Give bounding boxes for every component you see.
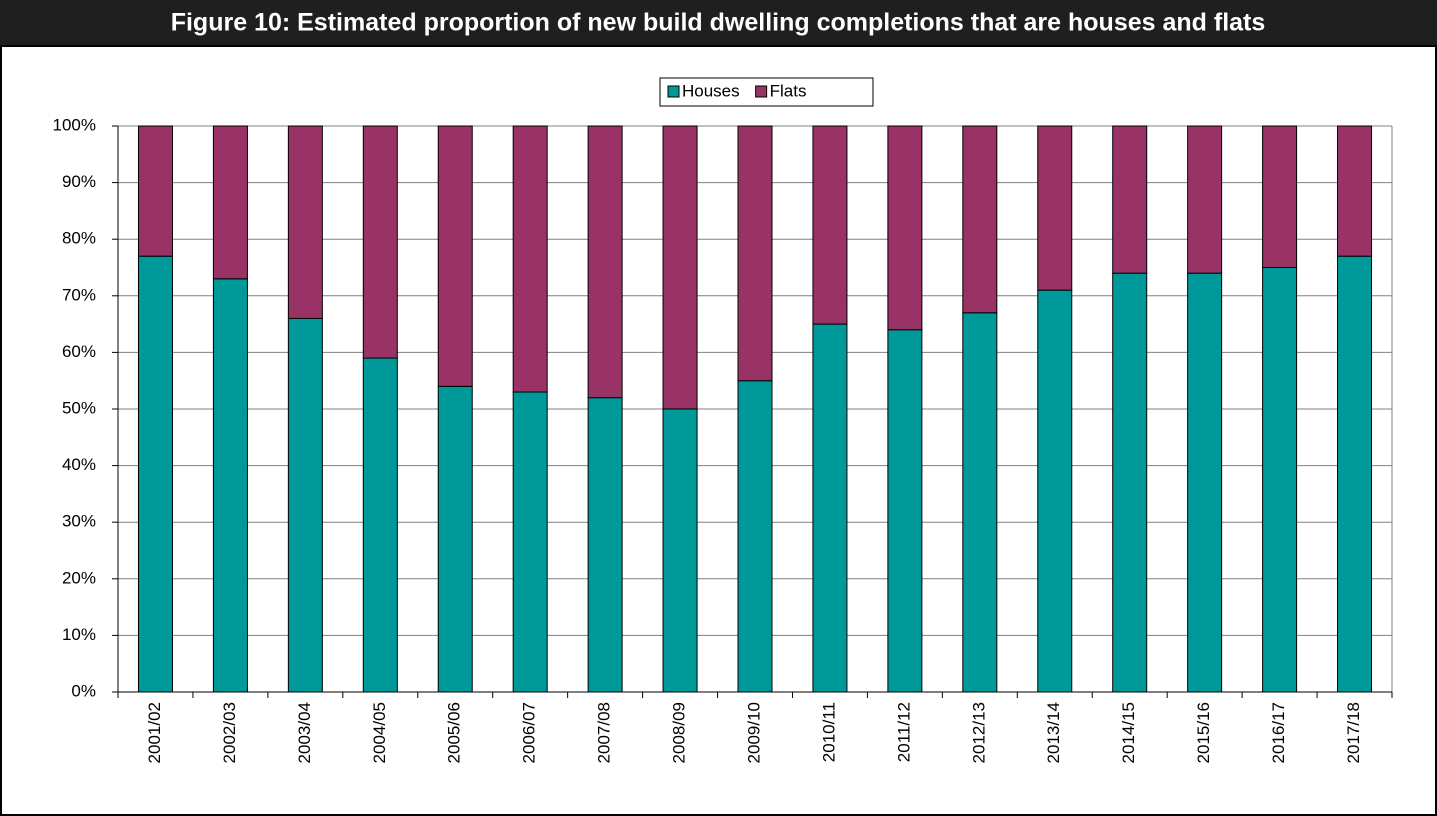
x-tick-label: 2014/15 <box>1119 702 1138 763</box>
bar-segment <box>887 125 923 331</box>
bar-segment <box>212 278 248 693</box>
legend-swatch <box>667 85 680 98</box>
bar-segment <box>512 391 548 693</box>
y-tick-label: 80% <box>62 229 96 248</box>
bar-segment <box>437 385 473 693</box>
x-tick-label: 2003/04 <box>295 702 314 763</box>
bar-segment <box>662 125 698 410</box>
legend-box <box>659 77 874 107</box>
y-tick-label: 70% <box>62 285 96 304</box>
bar-segment <box>512 125 548 393</box>
y-tick-label: 10% <box>62 625 96 644</box>
bar-segment <box>1262 125 1298 268</box>
x-tick-label: 2010/11 <box>819 702 838 762</box>
frame <box>0 45 1437 816</box>
bar-segment <box>212 125 248 280</box>
bar-segment <box>1037 289 1073 693</box>
x-tick-label: 2013/14 <box>1044 702 1063 763</box>
bar-segment <box>1112 125 1148 274</box>
bar-segment <box>587 397 623 693</box>
bar-segment <box>137 255 173 693</box>
bar-segment <box>587 125 623 399</box>
bar-segment <box>1037 125 1073 291</box>
bar-segment <box>362 125 398 359</box>
y-tick-label: 90% <box>62 172 96 191</box>
chart-title: Figure 10: Estimated proportion of new b… <box>171 9 1266 37</box>
x-tick-label: 2011/12 <box>894 702 913 762</box>
title-bar <box>0 0 1437 46</box>
bar-segment <box>1262 267 1298 693</box>
x-tick-label: 2015/16 <box>1194 702 1213 763</box>
bar-segment <box>1337 255 1373 693</box>
bar-segment <box>962 312 998 693</box>
bar-segment <box>137 125 173 257</box>
bar-segment <box>887 329 923 693</box>
bar-segment <box>437 125 473 387</box>
x-tick-label: 2017/18 <box>1344 702 1363 763</box>
y-tick-label: 20% <box>62 568 96 587</box>
x-tick-label: 2004/05 <box>370 702 389 763</box>
y-tick-label: 50% <box>62 398 96 417</box>
x-tick-label: 2012/13 <box>969 702 988 763</box>
y-tick-label: 40% <box>62 455 96 474</box>
bar-segment <box>1337 125 1373 257</box>
x-tick-label: 2016/17 <box>1269 702 1288 763</box>
x-tick-label: 2007/08 <box>595 702 614 763</box>
x-tick-label: 2005/06 <box>445 702 464 763</box>
x-tick-label: 2009/10 <box>744 702 763 763</box>
bar-segment <box>662 408 698 693</box>
x-tick-label: 2002/03 <box>220 702 239 763</box>
x-tick-label: 2008/09 <box>670 702 689 763</box>
x-tick-label: 2006/07 <box>520 702 539 763</box>
x-tick-label: 2001/02 <box>145 702 164 763</box>
legend-label: Houses <box>682 81 740 100</box>
bar-segment <box>1112 272 1148 693</box>
legend-label: Flats <box>770 81 807 100</box>
y-tick-label: 30% <box>62 512 96 531</box>
bar-segment <box>1187 125 1223 274</box>
bar-segment <box>812 125 848 325</box>
bar-segment <box>962 125 998 314</box>
legend-swatch <box>755 85 768 98</box>
bar-segment <box>287 125 323 319</box>
bar-segment <box>737 380 773 693</box>
bar-segment <box>812 323 848 693</box>
bar-segment <box>362 357 398 693</box>
bar-segment <box>287 317 323 693</box>
bar-segment <box>737 125 773 382</box>
y-tick-label: 60% <box>62 342 96 361</box>
bar-segment <box>1187 272 1223 693</box>
y-tick-label: 0% <box>71 681 96 700</box>
y-tick-label: 100% <box>53 115 96 134</box>
